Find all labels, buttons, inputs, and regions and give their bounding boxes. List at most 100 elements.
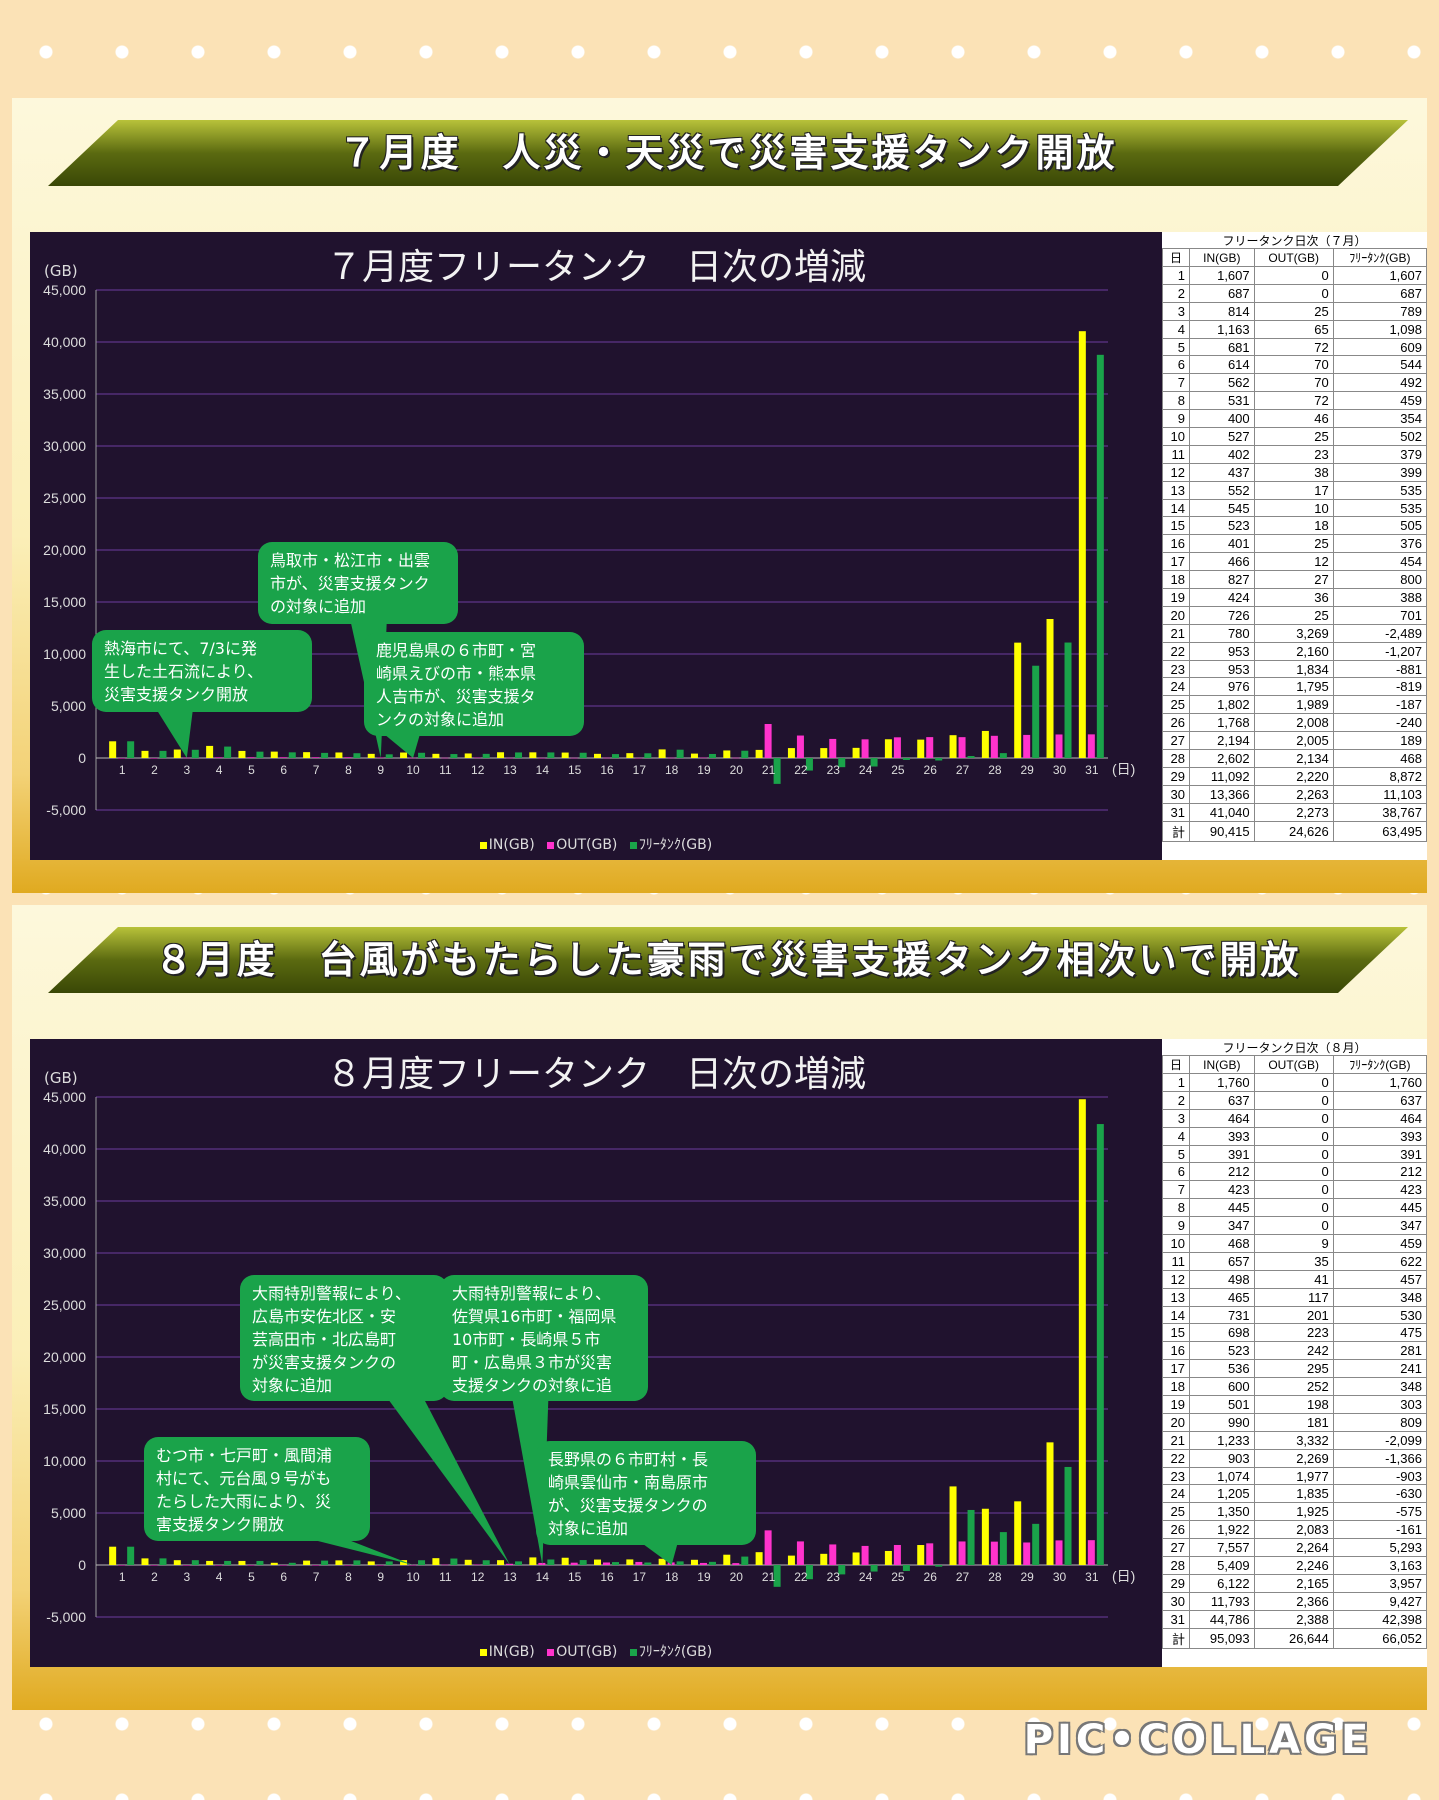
bar-free (191, 749, 199, 758)
table-row: 18 827 27 800 (1162, 570, 1428, 590)
table-row: 14 731 201 530 (1162, 1305, 1428, 1325)
cell-in: 423 (1189, 1180, 1255, 1200)
cell-day: 1 (1162, 266, 1190, 285)
cell-free: -903 (1332, 1466, 1428, 1486)
cell-day: 17 (1162, 552, 1190, 572)
cell-out: 201 (1253, 1305, 1334, 1325)
y-tick-label: 15,000 (43, 594, 86, 610)
th-free: ﾌﾘｰﾀﾝｸ(GB) (1332, 248, 1428, 267)
august-data-table: フリータンク日次（８月） 日 IN(GB) OUT(GB) ﾌﾘｰﾀﾝｸ(GB)… (1162, 1039, 1428, 1649)
x-axis-label: (日) (1112, 1568, 1135, 1584)
x-tick-label: 16 (600, 1570, 614, 1584)
cell-in: 827 (1189, 570, 1255, 590)
callout-text: 対象に追加 (252, 1376, 332, 1395)
x-tick-label: 22 (794, 763, 808, 777)
cell-out: 1,835 (1253, 1484, 1334, 1504)
cell-day: 5 (1162, 337, 1190, 357)
bar-free (579, 752, 587, 758)
cell-in: 562 (1189, 373, 1255, 393)
x-tick-label: 17 (633, 1570, 647, 1584)
cell-day: 31 (1162, 1609, 1190, 1629)
cell-in: 523 (1189, 516, 1255, 536)
cell-in: 531 (1189, 391, 1255, 411)
cell-out: 10 (1253, 498, 1334, 518)
cell-free: 347 (1332, 1216, 1428, 1236)
table-caption: フリータンク日次（７月） (1222, 234, 1367, 248)
bar-free (579, 1560, 587, 1565)
cell-day: 27 (1162, 731, 1190, 751)
bar-free (482, 753, 490, 758)
cell-day: 22 (1162, 1448, 1190, 1468)
table-row: 1 1,607 0 1,607 (1162, 266, 1428, 285)
cell-free: -240 (1332, 713, 1428, 733)
x-tick-label: 8 (345, 763, 352, 777)
x-tick-label: 11 (439, 1570, 452, 1584)
bar-out (1055, 734, 1063, 758)
table-row: 計 95,093 26,644 66,052 (1162, 1627, 1428, 1649)
x-tick-label: 28 (988, 1570, 1002, 1584)
y-tick-label: 10,000 (43, 646, 86, 662)
cell-in: 402 (1189, 444, 1255, 464)
cell-out: 3,269 (1253, 623, 1334, 643)
bar-in (1046, 1442, 1054, 1565)
bar-free (708, 1561, 716, 1565)
cell-in: 1,607 (1189, 266, 1255, 285)
cell-in: 498 (1189, 1269, 1255, 1289)
cell-in: 536 (1189, 1359, 1255, 1379)
table-row: 1 1,760 0 1,760 (1162, 1073, 1428, 1092)
bar-free (838, 1565, 846, 1575)
bar-in (690, 1559, 698, 1565)
bar-in (917, 1545, 925, 1565)
callout-text: 鹿児島県の６市町・宮 (376, 641, 536, 660)
callout-bubble: むつ市・七戸町・風間浦村にて、元台風９号がもたらした大雨により、災害支援タンク開… (144, 1437, 414, 1565)
bar-in (1014, 1501, 1022, 1565)
x-tick-label: 31 (1085, 1570, 1099, 1584)
bar-free (353, 1560, 361, 1565)
cell-in: 552 (1189, 480, 1255, 500)
cell-in: 1,922 (1189, 1520, 1255, 1540)
cell-free: 1,098 (1332, 319, 1428, 339)
bar-in (497, 1560, 505, 1565)
chart-title: ７月度フリータンク 日次の増減 (325, 247, 866, 288)
bar-out (990, 735, 998, 758)
callout-text: が災害支援タンクの (252, 1353, 396, 1372)
cell-out: 23 (1253, 444, 1334, 464)
th-in: IN(GB) (1189, 1055, 1255, 1074)
table-row: 16 523 242 281 (1162, 1341, 1428, 1361)
bar-free (838, 758, 846, 768)
bar-out (893, 1544, 901, 1565)
bar-in (594, 1559, 601, 1565)
x-tick-label: 21 (762, 1570, 776, 1584)
bar-in (270, 1562, 278, 1565)
bar-free (1096, 354, 1104, 758)
x-tick-label: 18 (665, 1570, 679, 1584)
bar-in (787, 748, 795, 758)
x-tick-label: 12 (471, 763, 485, 777)
table-row: 31 41,040 2,273 38,767 (1162, 802, 1428, 822)
cell-in: 2,194 (1189, 731, 1255, 751)
chart-plot: 45,00040,00035,00030,00025,00020,00015,0… (43, 1089, 1135, 1625)
table-row: 2 637 0 637 (1162, 1090, 1428, 1110)
bar-in (432, 1558, 440, 1565)
bar-free (741, 750, 749, 758)
bar-in (755, 1552, 763, 1565)
bar-out (538, 1562, 546, 1565)
bar-out (473, 1564, 481, 1566)
cell-out: 2,160 (1253, 641, 1334, 661)
cell-out: 25 (1253, 427, 1334, 446)
table-row: 29 6,122 2,165 3,957 (1162, 1573, 1428, 1593)
cell-day: 18 (1162, 570, 1190, 590)
bar-in (529, 752, 537, 758)
cell-free: 241 (1332, 1359, 1428, 1379)
cell-out: 70 (1253, 355, 1334, 375)
august-table: フリータンク日次（８月） 日 IN(GB) OUT(GB) ﾌﾘｰﾀﾝｸ(GB)… (1162, 1039, 1428, 1667)
table-row: 17 466 12 454 (1162, 552, 1428, 572)
bar-in (367, 753, 375, 758)
cell-day: 計 (1162, 1627, 1190, 1649)
bar-out (215, 757, 223, 758)
bar-out (796, 735, 804, 758)
bar-out (376, 1565, 384, 1566)
cell-in: 726 (1189, 605, 1255, 625)
table-row: 28 5,409 2,246 3,163 (1162, 1556, 1428, 1575)
cell-in: 212 (1189, 1162, 1255, 1182)
